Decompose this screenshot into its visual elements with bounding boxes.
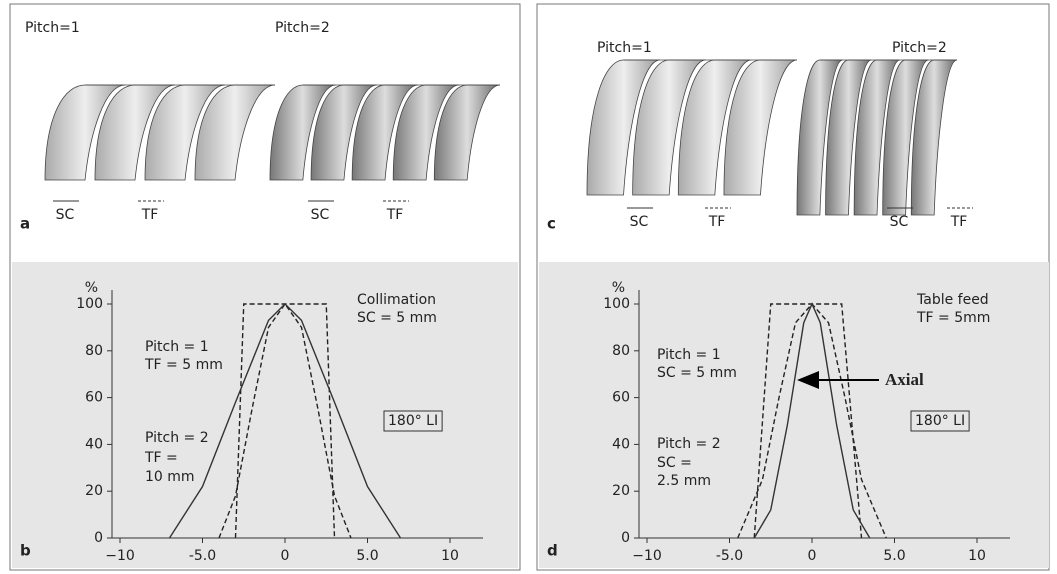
panel-letter: b <box>20 542 31 560</box>
curve <box>218 302 352 539</box>
annotation: Table feed <box>916 292 989 308</box>
y-tick-label: 60 <box>612 390 630 406</box>
helix-label: TF <box>141 207 159 223</box>
boxed-label: 180° LI <box>388 413 438 429</box>
curve <box>168 303 402 539</box>
label-box <box>910 410 970 432</box>
annotation: Pitch = 2 <box>145 430 209 446</box>
arrow-label: Axial <box>885 370 924 389</box>
annotation: Collimation <box>357 292 436 308</box>
helix-label: SC <box>890 214 909 230</box>
helix-label: SC <box>630 214 649 230</box>
x-tick-label: −10 <box>105 548 135 564</box>
curve <box>753 302 871 539</box>
helix-label: SC <box>311 207 330 223</box>
helix-title: Pitch=1 <box>597 40 652 56</box>
x-tick-label: 10 <box>968 548 986 564</box>
annotation: TF = 5 mm <box>144 357 223 373</box>
plot-background <box>539 262 1049 568</box>
helix-label: TF <box>708 214 726 230</box>
helix-label: TF <box>950 214 968 230</box>
y-tick-label: 20 <box>612 483 630 499</box>
x-tick-label: 0 <box>281 548 290 564</box>
helix-label: SC <box>56 207 75 223</box>
panel-letter: c <box>547 215 556 233</box>
label-box <box>383 410 443 432</box>
y-axis-label: % <box>612 280 625 296</box>
x-tick-label: 0 <box>808 548 817 564</box>
y-tick-label: 0 <box>621 530 630 546</box>
panel-letter: a <box>20 215 30 233</box>
y-tick-label: 80 <box>85 343 103 359</box>
y-axis-label: % <box>85 280 98 296</box>
annotation: Pitch = 1 <box>657 347 721 363</box>
annotation: TF = 5mm <box>916 310 990 326</box>
helix-label: TF <box>386 207 404 223</box>
x-tick-label: -5.0 <box>716 548 743 564</box>
annotation: Pitch = 1 <box>145 339 209 355</box>
annotation: 2.5 mm <box>657 473 711 489</box>
annotation: TF = <box>144 450 178 466</box>
x-tick-label: 5.0 <box>356 548 378 564</box>
panel-letter: d <box>547 542 558 560</box>
x-tick-label: 5.0 <box>883 548 905 564</box>
y-tick-label: 60 <box>85 390 103 406</box>
y-tick-label: 100 <box>76 296 103 312</box>
y-tick-label: 40 <box>85 436 103 452</box>
annotation: SC = <box>657 455 692 471</box>
y-tick-label: 80 <box>612 343 630 359</box>
helix-title: Pitch=1 <box>25 20 80 36</box>
arrow-head <box>797 371 819 389</box>
y-tick-label: 100 <box>603 296 630 312</box>
annotation: 10 mm <box>145 469 195 485</box>
helix-title: Pitch=2 <box>275 20 330 36</box>
helix-title: Pitch=2 <box>892 40 947 56</box>
y-tick-label: 0 <box>94 530 103 546</box>
y-tick-label: 40 <box>612 436 630 452</box>
x-tick-label: 10 <box>441 548 459 564</box>
annotation: SC = 5 mm <box>357 310 437 326</box>
x-tick-label: -5.0 <box>189 548 216 564</box>
plot-background <box>12 262 518 568</box>
boxed-label: 180° LI <box>915 413 965 429</box>
y-tick-label: 20 <box>85 483 103 499</box>
x-tick-label: −10 <box>632 548 662 564</box>
annotation: Pitch = 2 <box>657 436 721 452</box>
annotation: SC = 5 mm <box>657 365 737 381</box>
